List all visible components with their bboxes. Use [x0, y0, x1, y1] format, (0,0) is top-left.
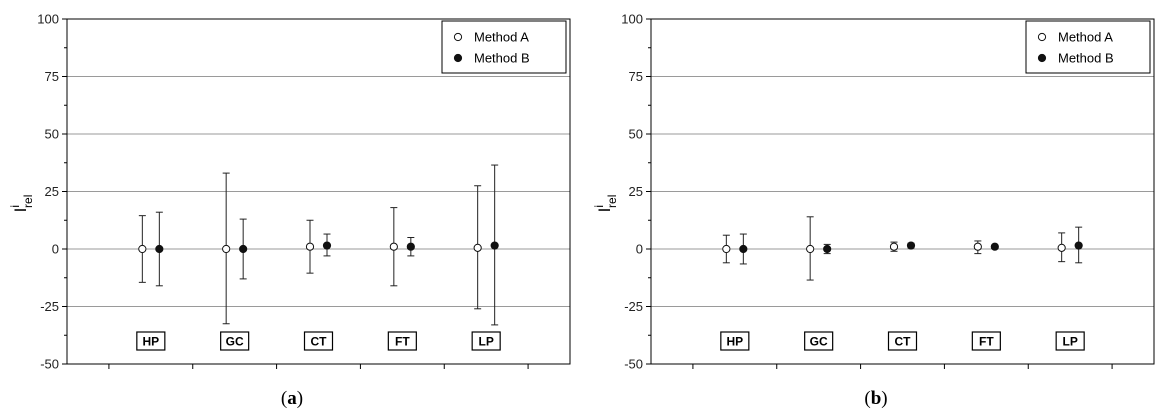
y-tick-label: 75	[629, 69, 643, 84]
data-point-method-a	[222, 244, 231, 254]
legend-label: Method B	[1058, 51, 1114, 66]
y-tick-label: 75	[45, 69, 59, 84]
category-label: HP	[726, 335, 743, 349]
data-point-method-a	[473, 243, 482, 252]
plot-frame	[650, 18, 1155, 365]
category-label: CT	[895, 335, 912, 349]
y-tick-label: 25	[629, 184, 643, 199]
y-tick-label: 25	[45, 184, 59, 199]
category-label: FT	[979, 335, 994, 349]
data-point-method-a	[305, 242, 315, 251]
data-point-method-b	[823, 244, 832, 254]
plot-frame	[66, 18, 571, 365]
category-box	[387, 331, 417, 351]
y-tick-label: -50	[624, 357, 643, 372]
y-axis-label: Iirel	[592, 195, 619, 213]
category-box	[720, 331, 750, 351]
legend-marker-method-a	[1037, 32, 1047, 42]
y-tick-label: -25	[40, 299, 59, 314]
category-label: CT	[311, 335, 328, 349]
category-box	[887, 331, 918, 351]
y-tick-label: 100	[621, 12, 643, 27]
data-point-method-b	[990, 242, 999, 251]
chart-b: -50 -25 0 25 50 75 100 Iirel HP GC CT FT LP Method A M…	[592, 12, 1155, 372]
data-point-method-b	[906, 241, 916, 250]
category-label: GC	[810, 335, 828, 349]
chart-a: -50 -25 0 25 50 75 100 Iirel HP GC CT FT LP Method A M…	[8, 12, 571, 372]
category-box	[220, 331, 250, 351]
category-label: HP	[142, 335, 159, 349]
legend-marker-method-b	[453, 53, 463, 63]
legend-box	[1025, 20, 1151, 74]
chart-panel-b: -50 -25 0 25 50 75 100 Iirel HP GC CT FT LP Method A M…	[584, 0, 1168, 417]
legend-marker-method-a	[453, 32, 463, 42]
category-label: LP	[478, 335, 493, 349]
legend-label: Method A	[1058, 30, 1113, 45]
data-point-method-a	[889, 242, 899, 251]
data-point-method-b	[239, 244, 248, 254]
y-tick-label: 0	[636, 242, 643, 257]
legend-label: Method B	[474, 51, 530, 66]
data-point-method-a	[138, 244, 147, 254]
panel-caption-a: (a)	[280, 388, 304, 409]
y-axis-label: Iirel	[8, 195, 35, 213]
category-box	[804, 331, 834, 351]
data-point-method-a	[1057, 243, 1066, 252]
data-point-method-b	[406, 242, 415, 251]
chart-panel-a: -50 -25 0 25 50 75 100 Iirel HP GC CT FT LP Method A M…	[0, 0, 584, 417]
data-point-method-b	[1074, 241, 1083, 250]
category-label: GC	[226, 335, 244, 349]
y-tick-label: 0	[52, 242, 59, 257]
legend-box	[441, 20, 567, 74]
category-label: LP	[1062, 335, 1077, 349]
y-tick-label: 100	[37, 12, 59, 27]
category-box	[471, 331, 501, 351]
category-box	[303, 331, 334, 351]
legend-marker-method-b	[1037, 53, 1047, 63]
data-point-method-b	[739, 244, 748, 254]
data-point-method-b	[155, 244, 164, 254]
y-tick-label: -50	[40, 357, 59, 372]
category-box	[136, 331, 166, 351]
category-box	[971, 331, 1001, 351]
y-tick-label: 50	[45, 127, 59, 142]
data-point-method-b	[322, 241, 332, 250]
legend-label: Method A	[474, 30, 529, 45]
y-tick-label: 50	[629, 127, 643, 142]
category-box	[1055, 331, 1085, 351]
y-tick-label: -25	[624, 299, 643, 314]
data-point-method-a	[389, 242, 398, 251]
data-point-method-a	[722, 244, 731, 254]
category-label: FT	[395, 335, 410, 349]
data-point-method-a	[806, 244, 815, 254]
data-point-method-a	[973, 242, 982, 251]
data-point-method-b	[490, 241, 499, 250]
panel-caption-b: (b)	[864, 388, 888, 409]
